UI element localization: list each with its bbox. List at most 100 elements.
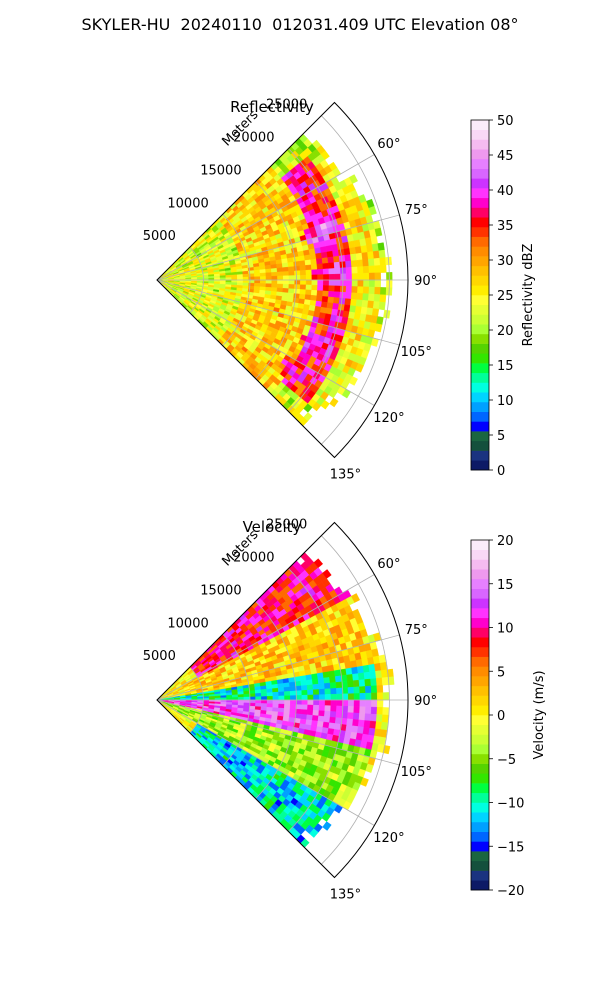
data-cell: [322, 290, 329, 298]
data-cell: [237, 699, 245, 704]
data-cell: [370, 685, 378, 694]
data-cell: [311, 673, 319, 680]
data-cell: [301, 694, 308, 701]
data-cell: [316, 258, 323, 265]
data-cell: [320, 400, 330, 410]
colorbar-swatch: [471, 440, 489, 451]
data-cell: [376, 677, 383, 686]
data-cell: [343, 304, 351, 313]
colorbar-swatch: [471, 715, 489, 726]
data-cell: [334, 723, 342, 731]
colorbar-tick-label: 40: [497, 184, 514, 199]
data-cell: [282, 275, 290, 281]
data-cell: [347, 686, 355, 694]
data-cell: [283, 708, 291, 714]
panel-title: Reflectivity: [230, 98, 314, 116]
data-cell: [362, 265, 370, 274]
data-cell: [379, 729, 388, 739]
data-cell: [370, 706, 378, 715]
colorbar-swatch: [471, 188, 489, 199]
colorbar-swatch: [471, 149, 489, 160]
colorbar-swatch: [471, 676, 489, 687]
data-cell: [243, 699, 250, 704]
data-cell: [336, 693, 343, 701]
data-cell: [329, 682, 337, 689]
data-cell: [324, 682, 331, 690]
colorbar-swatch: [471, 333, 489, 344]
data-cell: [261, 699, 268, 704]
data-cell: [265, 283, 272, 288]
data-cell: [375, 670, 383, 679]
colorbar-tick-label: 20: [497, 534, 514, 549]
colorbar-swatch: [471, 304, 489, 315]
data-cell: [317, 677, 325, 685]
data-cell: [303, 254, 311, 261]
data-cell: [307, 689, 314, 696]
data-cell: [299, 284, 307, 290]
data-cell: [254, 279, 261, 284]
data-cell: [382, 692, 390, 701]
data-cell: [322, 821, 332, 831]
colorbar-swatch: [471, 666, 489, 677]
data-cell: [265, 268, 272, 274]
radial-tick-label: 25000: [266, 518, 307, 533]
colorbar-swatch: [471, 401, 489, 412]
angle-tick-label: 75°: [405, 623, 428, 638]
data-cell: [359, 706, 366, 714]
colorbar-swatch: [471, 880, 489, 891]
radial-tick-label: 5000: [143, 229, 176, 244]
data-cell: [271, 279, 278, 285]
data-cell: [317, 274, 324, 281]
data-cell: [328, 670, 336, 678]
colorbar-swatch: [471, 217, 489, 228]
data-cell: [347, 706, 355, 714]
data-cell: [220, 695, 227, 699]
data-cell: [282, 266, 289, 272]
data-cell: [382, 707, 389, 716]
colorbar-swatch: [471, 139, 489, 150]
data-cell: [289, 690, 297, 696]
colorbar-tick-label: 0: [497, 464, 505, 479]
data-cell: [311, 269, 318, 276]
data-cell: [371, 692, 378, 701]
data-cell: [374, 323, 383, 333]
data-cell: [339, 267, 347, 275]
data-cell: [373, 257, 381, 266]
data-cell: [287, 261, 295, 268]
data-cell: [365, 692, 372, 701]
data-cell: [374, 227, 383, 237]
colorbar-swatch: [471, 265, 489, 276]
colorbar-swatch: [471, 256, 489, 267]
data-cell: [260, 688, 268, 694]
data-cell: [305, 674, 313, 681]
colorbar-tick-label: 10: [497, 622, 514, 637]
angle-tick-label: 105°: [401, 345, 432, 360]
data-cell: [277, 279, 284, 285]
data-cell: [265, 276, 272, 281]
data-cell: [333, 291, 341, 299]
data-cell: [311, 274, 318, 281]
data-cell: [359, 699, 366, 708]
data-cell: [347, 680, 354, 688]
data-cell: [324, 699, 332, 706]
data-cell: [374, 272, 381, 281]
colorbar-swatch: [471, 392, 489, 403]
colorbar-swatch: [471, 236, 489, 247]
data-cell: [324, 710, 331, 718]
data-cell: [294, 275, 301, 281]
data-cell: [352, 673, 360, 681]
colorbar-swatch: [471, 705, 489, 716]
data-cell: [270, 267, 278, 273]
data-cell: [376, 707, 384, 715]
data-cell: [357, 279, 364, 287]
colorbar-swatch: [471, 353, 489, 364]
data-cell: [352, 712, 360, 721]
data-cell: [333, 297, 340, 305]
data-cell: [370, 678, 378, 687]
colorbar-swatch: [471, 598, 489, 609]
data-cell: [317, 279, 324, 286]
colorbar-swatch: [471, 821, 489, 832]
data-cell: [298, 255, 306, 262]
data-cell: [237, 694, 245, 698]
data-cell: [372, 301, 380, 310]
